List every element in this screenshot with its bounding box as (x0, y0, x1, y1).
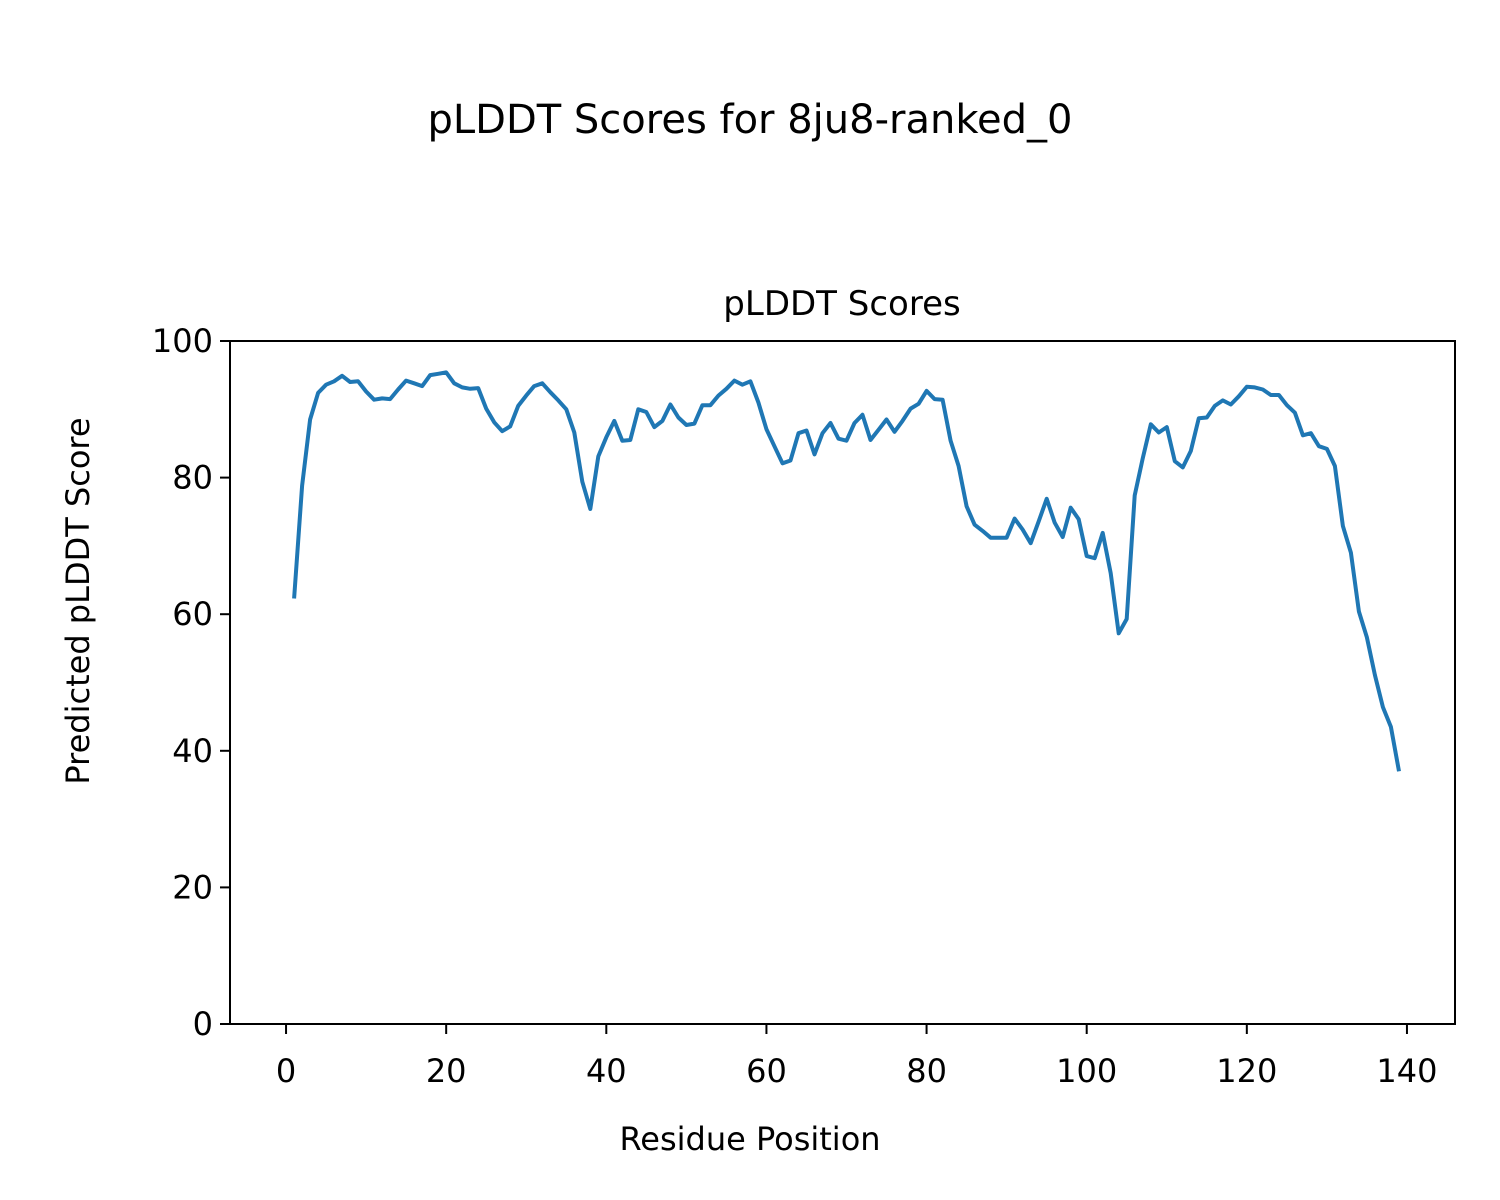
y-axis-label: Predicted pLDDT Score (59, 417, 97, 784)
y-tick-label: 80 (172, 459, 213, 497)
chart-title: pLDDT Scores (723, 284, 960, 324)
x-tick-label: 60 (746, 1052, 787, 1090)
x-tick-label: 20 (426, 1052, 467, 1090)
x-tick-label: 120 (1216, 1052, 1277, 1090)
y-tick-label: 100 (152, 322, 213, 360)
y-tick-label: 40 (172, 732, 213, 770)
y-tick-label: 0 (193, 1005, 213, 1043)
y-tick-label: 60 (172, 595, 213, 633)
series-line-plddt (292, 370, 1401, 772)
x-tick-label: 100 (1056, 1052, 1117, 1090)
x-tick-label: 0 (276, 1052, 296, 1090)
x-tick-label: 80 (906, 1052, 947, 1090)
y-tick-label: 20 (172, 868, 213, 906)
axes-frame (229, 340, 1456, 1025)
x-tick-label: 140 (1376, 1052, 1437, 1090)
x-axis-ticks: 0 20 40 60 80 100 120 140 (276, 1024, 1437, 1090)
figure-title: pLDDT Scores for 8ju8-ranked_0 (427, 97, 1072, 143)
x-axis-label: Residue Position (619, 1120, 880, 1158)
x-tick-label: 40 (586, 1052, 627, 1090)
y-axis-ticks: 0 20 40 60 80 100 (152, 322, 230, 1043)
